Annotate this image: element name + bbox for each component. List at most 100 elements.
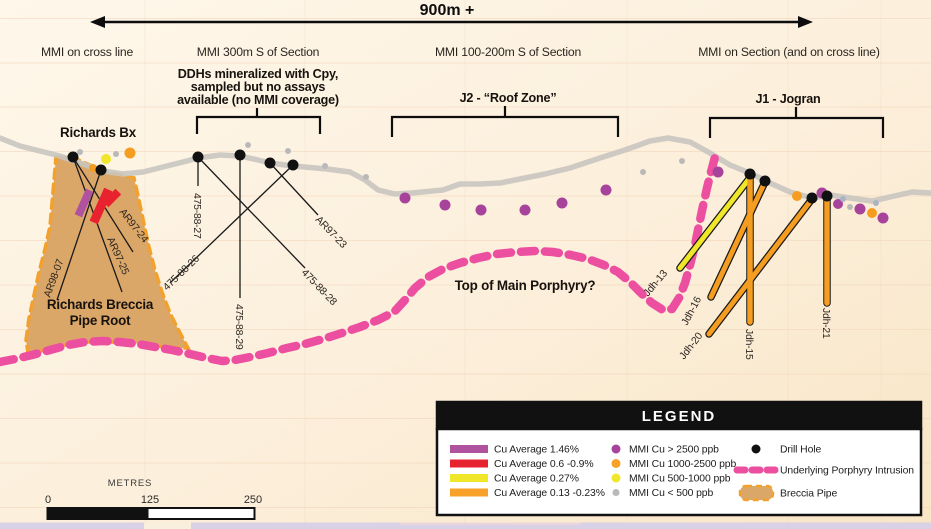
drill-hole-dot <box>806 192 818 204</box>
legend-body <box>435 427 923 517</box>
breccia-pipe <box>24 155 191 356</box>
drill-hole-dot <box>759 175 771 187</box>
drill-collar-dots <box>67 149 833 204</box>
legend-breccia-icon <box>738 484 775 502</box>
mmi-dot-gray <box>245 142 251 148</box>
drill-trace-475-88-28 <box>197 156 306 269</box>
legend-swatch-cu-3 <box>450 474 488 482</box>
legend: LEGEND Cu Average 1.46% Cu Average 0.6 -… <box>435 400 923 517</box>
drill-jdh-13 <box>677 172 755 271</box>
cu-intercept-bars <box>74 187 122 225</box>
legend-label-drill-hole: Drill Hole <box>780 445 821 456</box>
mmi-dot-purple <box>833 199 843 209</box>
drill-trace-475-88-26 <box>169 164 294 284</box>
drill-jdh-16 <box>708 179 768 300</box>
label-jdh-15: Jdh-15 <box>743 329 754 360</box>
drill-hole-dot <box>67 151 79 163</box>
legend-swatch-cu-4 <box>450 488 488 497</box>
legend-drill-hole-icon <box>751 444 761 454</box>
breccia-pipe-body <box>24 155 191 356</box>
bottom-strip <box>0 522 931 529</box>
ddh-bracket <box>195 108 322 134</box>
arrowhead-left-icon <box>90 16 105 28</box>
mmi-dot-purple <box>439 199 451 211</box>
mmi-dot-purple <box>519 204 531 216</box>
mmi-dot-gray <box>113 151 119 157</box>
breccia-root-label-line1: Richards Breccia <box>47 297 154 312</box>
j2-roof-zone-label: J2 - “Roof Zone” <box>460 91 557 105</box>
drill-hole-dot <box>192 151 204 163</box>
porphyry-intrusion-line <box>0 152 720 367</box>
legend-label-porphyry: Underlying Porphyry Intrusion <box>780 466 914 477</box>
legend-dot-mmi-2 <box>611 459 621 468</box>
surface-line <box>0 135 931 204</box>
mmi-dot-gray <box>363 174 369 180</box>
ddh-note-line3: available (no MMI coverage) <box>177 93 339 107</box>
mmi-dot-orange <box>89 164 97 172</box>
legend-label-cu-2: Cu Average 0.6 -0.9% <box>494 459 593 470</box>
column-headers: MMI on cross line MMI 300m S of Section … <box>41 45 880 59</box>
mmi-dot-purple <box>600 184 612 196</box>
scale-bar-outline <box>46 507 256 520</box>
mmi-dot-gray <box>873 200 879 206</box>
column-header-2: MMI 300m S of Section <box>197 45 319 59</box>
mmi-dot-gray <box>285 148 291 154</box>
drill-trace-ar98-07 <box>56 169 102 301</box>
label-475-88-29: 475-88-29 <box>233 304 244 350</box>
arrowhead-right-icon <box>798 16 813 28</box>
j1-jogran-label: J1 - Jogran <box>756 92 821 106</box>
legend-label-breccia: Breccia Pipe <box>780 489 837 500</box>
mmi-dot-purple <box>877 212 889 224</box>
ddh-note-line1: DDHs mineralized with Cpy, <box>178 67 338 81</box>
ddh-note-line2: sampled but no assays <box>191 80 326 94</box>
j2-bracket <box>390 106 620 137</box>
drill-trace-ar97-25 <box>72 156 123 293</box>
mmi-dot-orange <box>867 208 877 218</box>
cu-bar-red <box>89 187 113 225</box>
drill-hole-dot <box>287 159 299 171</box>
richards-bx-label: Richards Bx <box>60 125 137 140</box>
drill-hole-dot <box>744 168 756 180</box>
mmi-dot-purple <box>475 204 487 216</box>
legend-label-cu-4: Cu Average 0.13 -0.23% <box>494 488 605 499</box>
legend-label-mmi-3: MMI Cu 500-1000 ppb <box>629 474 731 485</box>
breccia-root-label-line2: Pipe Root <box>70 313 131 328</box>
legend-label-cu-3: Cu Average 0.27% <box>494 474 579 485</box>
mmi-dot-yellow <box>101 154 111 164</box>
label-jdh-21: Jdh-21 <box>820 308 831 339</box>
j1-bracket <box>708 107 885 138</box>
drill-hole-dot <box>821 190 833 202</box>
jogran-drill-holes <box>676 171 831 338</box>
porphyry-question-label: Top of Main Porphyry? <box>455 278 596 293</box>
drill-hole-dot <box>264 157 276 169</box>
mmi-dot-purple <box>712 166 724 178</box>
mmi-dots <box>77 142 889 224</box>
scale-arrow: 900m + <box>90 2 813 28</box>
column-header-1: MMI on cross line <box>41 45 134 59</box>
legend-dot-mmi-4 <box>612 489 620 496</box>
scale-bar-filled-half <box>48 509 149 518</box>
scale-tick-125: 125 <box>141 494 159 506</box>
legend-swatch-cu-1 <box>450 445 488 453</box>
mmi-dot-purple <box>854 203 866 215</box>
legend-swatch-cu-2 <box>450 459 488 468</box>
legend-label-mmi-2: MMI Cu 1000-2500 ppb <box>629 459 736 470</box>
mmi-dot-orange <box>792 191 802 201</box>
legend-label-cu-1: Cu Average 1.46% <box>494 445 579 456</box>
drill-hole-dot <box>95 164 107 176</box>
bottom-strip-bar <box>0 522 931 529</box>
mmi-dot-gray <box>840 196 846 202</box>
scale-bar-units: METRES <box>108 478 152 489</box>
column-header-3: MMI 100-200m S of Section <box>435 45 581 59</box>
annotations: DDHs mineralized with Cpy, sampled but n… <box>47 67 885 328</box>
mmi-dot-orange <box>124 147 136 159</box>
legend-title: LEGEND <box>642 408 717 425</box>
scale-tick-0: 0 <box>45 494 51 506</box>
cu-bar-red-small <box>102 188 122 208</box>
mmi-dot-gray <box>847 204 853 210</box>
legend-label-mmi-4: MMI Cu < 500 ppb <box>629 488 713 499</box>
legend-label-mmi-1: MMI Cu > 2500 ppb <box>629 445 719 456</box>
column-header-4: MMI on Section (and on cross line) <box>698 45 880 59</box>
